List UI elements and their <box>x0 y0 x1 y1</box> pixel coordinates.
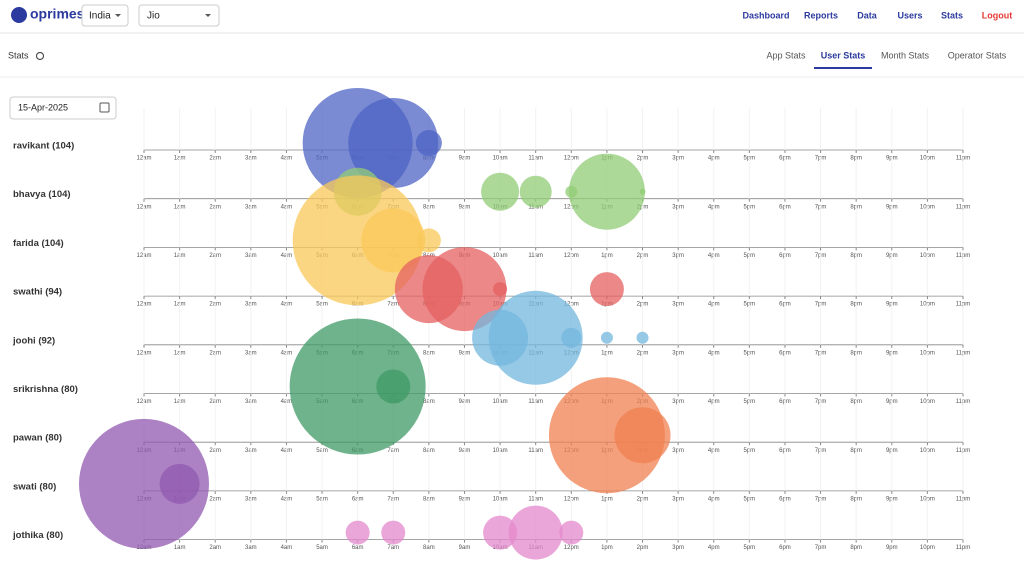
user-label: pawan (80) <box>13 433 62 444</box>
x-tick-label: 3am <box>245 545 257 551</box>
x-tick-label: 12pm <box>564 545 579 551</box>
bubble <box>348 98 439 188</box>
x-tick-label: 9am <box>459 545 471 551</box>
x-tick-label: 10pm <box>920 545 935 551</box>
logo-icon <box>11 7 27 23</box>
bubble <box>416 228 441 253</box>
bubble <box>483 515 518 550</box>
x-tick-label: 1am <box>174 545 186 551</box>
x-tick-label: 8am <box>423 545 435 551</box>
nav-link[interactable]: Users <box>897 10 922 20</box>
bubble <box>519 175 552 208</box>
logout[interactable]: Logout <box>982 10 1013 20</box>
user-label: swati (80) <box>13 481 56 492</box>
x-tick-label: 3pm <box>672 545 684 551</box>
user-label: farida (104) <box>13 238 64 249</box>
x-tick-label: 5am <box>316 545 328 551</box>
caret <box>115 14 121 17</box>
bubble <box>614 407 671 464</box>
tab[interactable]: Operator Stats <box>948 50 1007 60</box>
x-tick-label: 7am <box>387 545 399 551</box>
bubble <box>415 130 442 156</box>
bubble <box>568 153 645 230</box>
refresh-icon[interactable] <box>35 51 45 61</box>
bubble <box>481 172 520 211</box>
x-tick-label: 6pm <box>779 545 791 551</box>
nav-link[interactable]: Dashboard <box>742 10 789 20</box>
nav-link[interactable]: Reports <box>804 10 838 20</box>
bubble <box>561 327 582 348</box>
bubble <box>79 418 209 549</box>
user-label: swathi (94) <box>13 287 62 298</box>
bubble <box>381 520 406 545</box>
bubble <box>600 331 613 344</box>
country-select[interactable] <box>81 4 129 27</box>
x-tick-label: 2pm <box>637 545 649 551</box>
caret <box>205 14 211 17</box>
tab[interactable]: Month Stats <box>881 50 930 60</box>
bubble <box>508 505 563 560</box>
bubble <box>422 247 507 332</box>
x-tick-label: 7pm <box>815 545 827 551</box>
bubble <box>292 175 423 306</box>
x-tick-label: 2am <box>209 545 221 551</box>
nav-link[interactable]: Data <box>857 10 878 20</box>
calendar-icon[interactable] <box>99 102 110 113</box>
bubble <box>376 369 411 404</box>
operator: Jio <box>147 11 160 22</box>
x-tick-label: 1pm <box>601 545 613 551</box>
x-tick-label: 9pm <box>886 545 898 551</box>
tab[interactable]: User Stats <box>821 50 866 60</box>
bubble <box>636 331 649 344</box>
date-input[interactable] <box>9 96 117 120</box>
bubble <box>488 290 583 385</box>
user-label: joohi (92) <box>12 335 55 346</box>
bubble <box>159 463 200 504</box>
user-label: bhavya (104) <box>13 189 71 200</box>
operator-select[interactable] <box>138 4 220 27</box>
nav-link[interactable]: Stats <box>941 10 963 20</box>
x-tick-label: 5pm <box>744 545 756 551</box>
country: India <box>89 11 111 22</box>
tab-underline <box>814 67 872 69</box>
x-tick-label: 6am <box>352 545 364 551</box>
row-labels: ravikant (104) bhavya (104) farida (104) sw… <box>12 141 78 542</box>
x-tick-label: 11pm <box>956 545 971 551</box>
logo: oprimes <box>30 6 85 22</box>
x-tick-label: 4pm <box>708 545 720 551</box>
bubble <box>589 272 624 307</box>
charts: 12am1am2am3am4am5am6am7am8am9am10am11am1… <box>12 88 970 560</box>
tab[interactable]: App Stats <box>766 50 806 60</box>
bubble <box>289 318 426 455</box>
bubble <box>548 377 665 494</box>
bubble <box>559 520 584 545</box>
bubbles <box>79 88 671 560</box>
bubble <box>639 188 646 195</box>
stats-title: Stats <box>8 50 29 60</box>
user-label: jothika (80) <box>12 530 63 541</box>
nav: Dashboard Reports Data Users Stats <box>742 10 963 20</box>
bubble <box>493 282 508 297</box>
tabs: App Stats User Stats Month Stats Operator S… <box>766 50 1007 69</box>
axes: 12am1am2am3am4am5am6am7am8am9am10am11am1… <box>136 108 970 551</box>
user-label: srikrishna (80) <box>13 384 78 395</box>
bubble <box>361 208 426 273</box>
bubble <box>345 520 370 545</box>
user-label: ravikant (104) <box>13 141 74 152</box>
date: 15-Apr-2025 <box>18 102 68 112</box>
x-tick-label: 4am <box>281 545 293 551</box>
x-tick-label: 8pm <box>850 545 862 551</box>
